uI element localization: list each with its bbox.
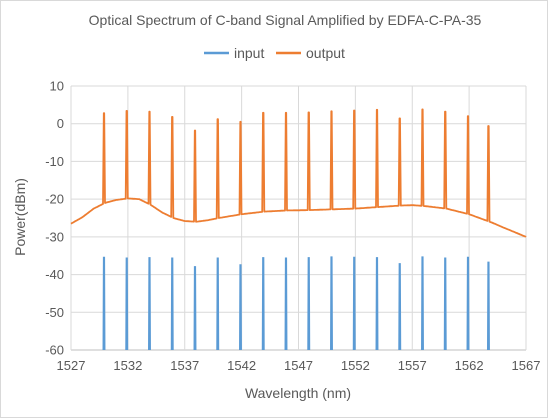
y-tick-label: -10 — [45, 154, 64, 169]
chart-title: Optical Spectrum of C-band Signal Amplif… — [89, 12, 482, 28]
input-peak — [330, 256, 333, 351]
y-tick-label: -20 — [45, 192, 64, 207]
input-peak — [216, 257, 220, 351]
x-tick-label: 1542 — [227, 358, 256, 373]
output-line — [70, 108, 527, 238]
input-peak — [486, 261, 490, 351]
x-tick-label: 1527 — [57, 358, 86, 373]
input-peak — [239, 264, 242, 351]
grid — [70, 85, 527, 351]
y-tick-label: -40 — [45, 267, 64, 282]
input-peak — [466, 256, 470, 351]
input-peak — [193, 266, 197, 351]
y-tick-label: 10 — [50, 79, 64, 94]
input-peak — [443, 257, 447, 351]
input-peak — [261, 257, 265, 351]
input-peak — [125, 257, 129, 351]
y-tick-label: -50 — [45, 305, 64, 320]
input-peak — [307, 257, 311, 351]
series-input — [102, 256, 490, 351]
input-peak — [398, 263, 402, 351]
legend: input output — [204, 45, 345, 61]
series-output — [70, 108, 527, 238]
plot-series — [70, 108, 527, 351]
y-axis-title: Power(dBm) — [12, 178, 28, 256]
y-tick-label: -30 — [45, 229, 64, 244]
x-tick-label: 1532 — [113, 358, 142, 373]
x-tick-label: 1557 — [398, 358, 427, 373]
y-tick-label: -60 — [45, 343, 64, 358]
input-peak — [102, 256, 106, 351]
input-peak — [421, 256, 424, 351]
y-tick-label: 0 — [57, 116, 64, 131]
x-tick-label: 1537 — [170, 358, 199, 373]
input-peak — [170, 257, 174, 351]
x-tick-label: 1552 — [341, 358, 370, 373]
input-peak — [352, 256, 356, 351]
x-axis-title: Wavelength (nm) — [245, 385, 351, 401]
input-peak — [375, 257, 379, 351]
legend-label-output: output — [306, 45, 345, 61]
x-tick-label: 1567 — [512, 358, 541, 373]
input-peak — [148, 257, 151, 351]
x-tick-label: 1547 — [284, 358, 313, 373]
input-peak — [284, 257, 288, 351]
legend-label-input: input — [234, 45, 264, 61]
x-tick-label: 1562 — [455, 358, 484, 373]
